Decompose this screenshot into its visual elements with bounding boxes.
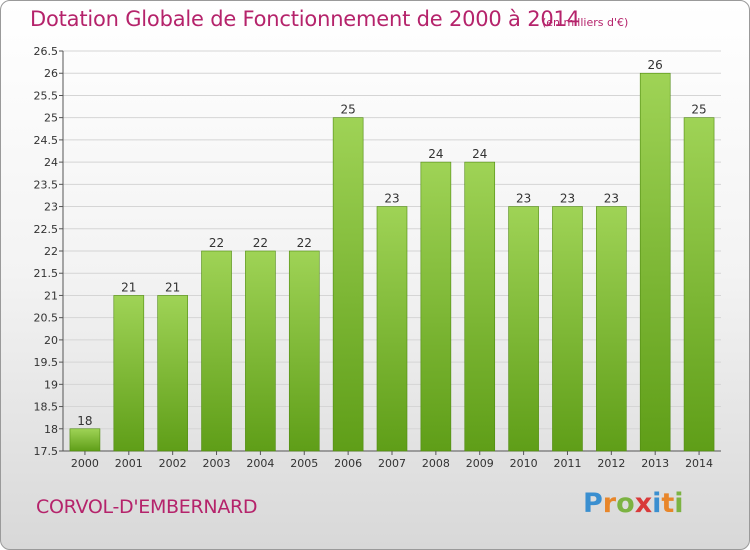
x-tick-label-2003: 2003 — [203, 457, 231, 470]
bar-2010 — [508, 206, 539, 452]
proxiti-logo: Proxiti — [583, 488, 684, 519]
bar-2014 — [683, 117, 715, 452]
commune-name: CORVOL-D'EMBERNARD — [36, 496, 258, 518]
value-label-2010: 23 — [516, 192, 531, 206]
x-tick-label-2007: 2007 — [378, 457, 406, 470]
y-tick-label: 26.5 — [34, 45, 59, 58]
value-label-2007: 23 — [384, 192, 399, 206]
value-label-2001: 21 — [121, 280, 136, 294]
logo-letter: o — [616, 488, 635, 519]
y-tick-label: 21.5 — [34, 267, 59, 280]
x-tick-label-2013: 2013 — [641, 457, 669, 470]
x-tick-label-2006: 2006 — [334, 457, 362, 470]
logo-letter: t — [661, 488, 675, 519]
bar-2006 — [332, 117, 364, 452]
bar-2004 — [245, 250, 276, 452]
value-label-2002: 21 — [165, 280, 180, 294]
value-label-2013: 26 — [648, 58, 663, 72]
y-tick-label: 23 — [44, 201, 58, 214]
value-label-2003: 22 — [209, 236, 224, 250]
bar-2002 — [157, 295, 188, 452]
x-tick-label-2001: 2001 — [115, 457, 143, 470]
value-label-2011: 23 — [560, 192, 575, 206]
x-tick-label-2009: 2009 — [466, 457, 494, 470]
bar-2008 — [420, 161, 452, 452]
x-tick-label-2008: 2008 — [422, 457, 450, 470]
bars — [69, 72, 715, 452]
value-label-2008: 24 — [428, 147, 443, 161]
x-tick-label-2012: 2012 — [597, 457, 625, 470]
bar-2007 — [376, 206, 408, 452]
y-tick-label: 25 — [44, 112, 58, 125]
logo-letter: x — [634, 488, 653, 519]
bar-2005 — [288, 250, 320, 452]
y-tick-label: 19.5 — [34, 356, 59, 369]
value-label-2005: 22 — [297, 236, 312, 250]
value-label-2000: 18 — [77, 414, 92, 428]
y-tick-label: 19 — [44, 378, 58, 391]
chart-title: Dotation Globale de Fonctionnement de 20… — [30, 7, 580, 31]
x-tick-label-2004: 2004 — [246, 457, 274, 470]
x-tick-label-2000: 2000 — [71, 457, 99, 470]
x-tick-label-2005: 2005 — [290, 457, 318, 470]
y-tick-label: 21 — [44, 289, 58, 302]
value-label-2006: 25 — [340, 103, 355, 117]
value-labels: 18 21 21 22 22 22 25 23 24 24 23 23 23 26 25 — [77, 58, 706, 428]
y-tick-label: 22 — [44, 245, 58, 258]
y-tick-label: 25.5 — [34, 89, 59, 102]
bar-2013 — [639, 72, 671, 452]
x-tick-labels: 2000 2001 2002 2003 2004 2005 2006 2007 2008 2009… — [71, 451, 713, 470]
bar-2009 — [464, 161, 496, 452]
value-label-2014: 25 — [691, 103, 706, 117]
logo-letter: i — [674, 488, 684, 519]
value-label-2004: 22 — [253, 236, 268, 250]
bar-2001 — [113, 295, 145, 452]
bar-2000 — [69, 428, 101, 452]
unit-note: (en milliers d'€) — [542, 16, 629, 29]
bar-2003 — [201, 250, 232, 452]
value-label-2009: 24 — [472, 147, 487, 161]
y-tick-label: 20 — [44, 334, 58, 347]
x-tick-label-2014: 2014 — [685, 457, 713, 470]
y-tick-label: 24.5 — [34, 134, 59, 147]
logo-letter: r — [602, 488, 617, 519]
y-tick-label: 26 — [44, 67, 58, 80]
bar-2012 — [596, 206, 627, 452]
y-tick-label: 22.5 — [34, 223, 59, 236]
x-tick-label-2010: 2010 — [510, 457, 538, 470]
y-tick-labels: 17.5 18 18.5 19 19.5 20 20.5 21 21.5 22 22.5 23 23.5… — [34, 45, 59, 458]
value-label-2012: 23 — [604, 192, 619, 206]
logo-letter: P — [583, 488, 603, 519]
y-tick-label: 24 — [44, 156, 58, 169]
x-tick-label-2002: 2002 — [159, 457, 187, 470]
y-tick-label: 18 — [44, 423, 58, 436]
bar-2011 — [552, 206, 583, 452]
y-tick-label: 20.5 — [34, 312, 59, 325]
y-tick-label: 18.5 — [34, 401, 59, 414]
y-tick-label: 23.5 — [34, 178, 59, 191]
x-tick-label-2011: 2011 — [553, 457, 581, 470]
logo-letter: i — [652, 488, 662, 519]
y-tick-label: 17.5 — [34, 445, 59, 458]
